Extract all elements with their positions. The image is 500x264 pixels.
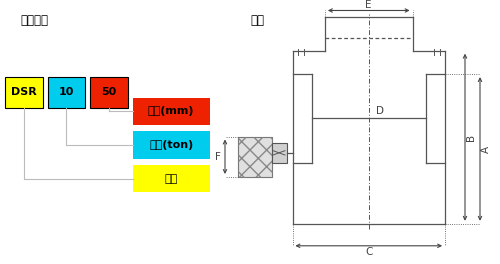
Text: 尺寸: 尺寸: [250, 14, 264, 27]
Bar: [238, 136, 272, 177]
Bar: [5, 77, 43, 108]
Text: D: D: [376, 106, 384, 116]
Text: C: C: [365, 247, 372, 257]
Text: 50: 50: [101, 87, 116, 97]
Bar: [132, 98, 210, 125]
Text: A: A: [481, 145, 491, 153]
Text: 10: 10: [58, 87, 74, 97]
Text: B: B: [466, 134, 476, 141]
Text: 型号: 型号: [164, 174, 178, 184]
Bar: [132, 165, 210, 192]
Bar: [48, 77, 85, 108]
Bar: [238, 136, 272, 177]
Bar: [272, 143, 286, 163]
Text: 载荷(ton): 载荷(ton): [149, 140, 194, 150]
Bar: [90, 77, 128, 108]
Text: DSR: DSR: [11, 87, 36, 97]
Text: F: F: [214, 152, 220, 162]
Text: E: E: [366, 0, 372, 10]
Text: 型号说明: 型号说明: [20, 14, 48, 27]
Bar: [132, 131, 210, 159]
Text: 行程(mm): 行程(mm): [148, 106, 194, 116]
